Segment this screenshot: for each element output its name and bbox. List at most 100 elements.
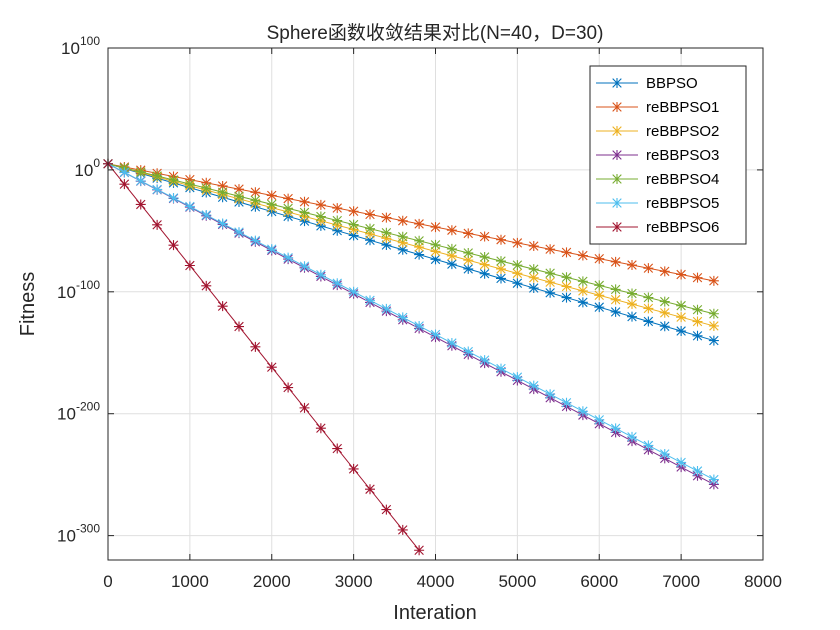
data-point-marker bbox=[659, 321, 670, 332]
data-point-marker bbox=[365, 235, 375, 246]
data-point-marker bbox=[561, 397, 572, 408]
x-tick-label: 7000 bbox=[662, 572, 700, 591]
y-tick-label: 10100 bbox=[61, 34, 100, 58]
data-point-marker bbox=[512, 237, 523, 248]
data-point-marker bbox=[299, 402, 310, 413]
series-line bbox=[107, 163, 715, 480]
data-point-marker bbox=[561, 281, 572, 292]
x-tick-label: 8000 bbox=[744, 572, 782, 591]
data-point-marker bbox=[266, 190, 277, 201]
data-point-marker bbox=[561, 292, 572, 303]
data-point-marker bbox=[643, 316, 654, 327]
data-point-marker bbox=[135, 175, 146, 186]
data-point-marker bbox=[561, 272, 572, 283]
data-point-marker bbox=[528, 283, 539, 294]
data-point-marker bbox=[283, 193, 294, 204]
data-point-marker bbox=[594, 290, 605, 301]
data-point-marker bbox=[299, 196, 310, 207]
data-point-marker bbox=[397, 524, 408, 535]
data-point-marker bbox=[643, 263, 654, 274]
data-point-marker bbox=[332, 278, 343, 289]
data-point-marker bbox=[414, 320, 425, 331]
data-point-marker bbox=[676, 312, 687, 323]
data-point-marker bbox=[184, 179, 195, 190]
data-point-marker bbox=[299, 207, 310, 218]
data-point-marker bbox=[381, 227, 392, 238]
data-point-marker bbox=[463, 346, 474, 357]
data-point-marker bbox=[234, 321, 244, 332]
data-point-marker bbox=[512, 278, 523, 289]
data-point-marker bbox=[365, 223, 375, 234]
data-point-marker bbox=[479, 252, 490, 263]
data-point-marker bbox=[612, 222, 622, 232]
data-point-marker bbox=[217, 180, 228, 191]
data-point-marker bbox=[381, 504, 392, 515]
data-point-marker bbox=[315, 220, 326, 231]
data-point-marker bbox=[430, 254, 441, 265]
data-point-marker bbox=[119, 179, 130, 190]
data-point-marker bbox=[577, 297, 588, 308]
legend-label: reBBPSO6 bbox=[646, 219, 719, 236]
data-point-marker bbox=[430, 329, 441, 340]
data-point-marker bbox=[479, 355, 490, 366]
data-point-marker bbox=[676, 269, 687, 280]
data-point-marker bbox=[708, 308, 719, 319]
data-point-marker bbox=[496, 256, 506, 267]
data-point-marker bbox=[545, 287, 556, 298]
data-point-marker bbox=[348, 463, 359, 474]
data-point-marker bbox=[577, 285, 588, 296]
data-point-marker bbox=[528, 272, 539, 283]
data-point-marker bbox=[381, 212, 392, 223]
data-point-marker bbox=[414, 249, 425, 260]
legend-label: reBBPSO4 bbox=[646, 171, 719, 188]
y-tick-labels: 10100 100 10-100 10-200 10-300 bbox=[57, 34, 100, 546]
data-point-marker bbox=[463, 228, 474, 239]
data-point-marker bbox=[528, 241, 539, 252]
series-line bbox=[107, 163, 714, 315]
data-point-marker bbox=[250, 187, 261, 198]
data-point-marker bbox=[643, 292, 654, 303]
data-point-marker bbox=[594, 253, 605, 264]
data-point-marker bbox=[119, 167, 130, 178]
data-point-marker bbox=[561, 247, 572, 258]
data-point-marker bbox=[446, 250, 457, 261]
data-point-marker bbox=[266, 362, 277, 373]
data-point-marker bbox=[201, 177, 212, 188]
x-tick-labels: 0 1000 2000 3000 4000 5000 6000 7000 8000 bbox=[103, 572, 782, 591]
data-point-marker bbox=[594, 302, 605, 313]
data-point-marker bbox=[708, 275, 719, 286]
data-point-marker bbox=[627, 260, 637, 271]
data-point-marker bbox=[184, 260, 195, 271]
data-point-marker bbox=[479, 259, 490, 270]
data-point-marker bbox=[659, 266, 670, 277]
data-point-marker bbox=[545, 389, 556, 400]
axis-ticks bbox=[107, 47, 764, 560]
data-point-marker bbox=[627, 311, 637, 322]
data-point-marker bbox=[365, 484, 375, 495]
data-point-marker bbox=[446, 243, 457, 254]
series-reBBPSO6 bbox=[103, 158, 425, 556]
data-point-marker bbox=[315, 211, 326, 222]
data-point-marker bbox=[168, 175, 179, 186]
data-point-marker bbox=[217, 187, 228, 198]
data-point-marker bbox=[612, 102, 622, 112]
data-point-marker bbox=[528, 380, 539, 391]
legend-item: reBBPSO2 bbox=[596, 123, 719, 140]
legend-item: BBPSO bbox=[596, 75, 698, 92]
y-tick-label: 10-100 bbox=[57, 278, 100, 302]
chart-title: Sphere函数收敛结果对比(N=40，D=30) bbox=[267, 22, 604, 44]
data-point-marker bbox=[479, 231, 490, 242]
data-point-marker bbox=[332, 203, 343, 214]
data-point-marker bbox=[577, 276, 588, 287]
data-point-marker bbox=[315, 423, 326, 434]
data-point-marker bbox=[496, 234, 506, 245]
data-point-marker bbox=[332, 225, 343, 236]
data-point-marker bbox=[250, 341, 261, 352]
data-point-marker bbox=[659, 296, 670, 307]
data-point-marker bbox=[430, 246, 441, 257]
data-point-marker bbox=[365, 228, 375, 239]
data-point-marker bbox=[348, 219, 359, 230]
legend-item: reBBPSO4 bbox=[596, 171, 719, 188]
data-point-marker bbox=[135, 199, 146, 210]
data-point-marker bbox=[610, 423, 621, 434]
